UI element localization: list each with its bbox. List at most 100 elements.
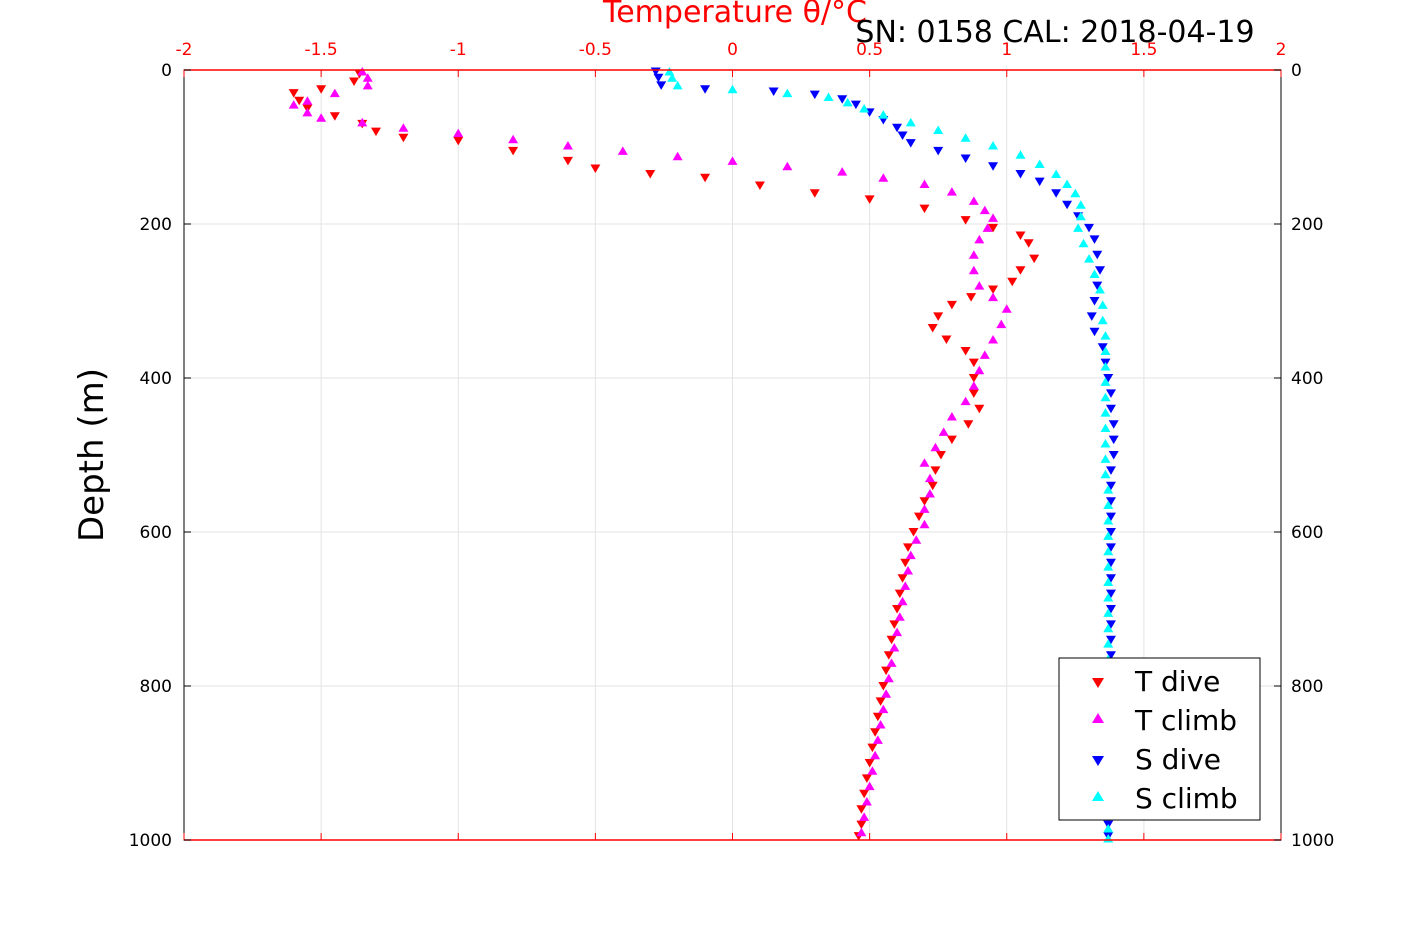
point-s-dive	[1105, 574, 1116, 583]
point-s-climb	[1103, 608, 1114, 617]
point-s-climb	[1103, 562, 1114, 571]
point-s-climb	[667, 73, 678, 82]
point-s-climb	[1103, 592, 1114, 602]
point-t-climb	[919, 504, 930, 513]
point-s-dive	[1097, 343, 1108, 352]
point-t-climb	[919, 179, 930, 188]
point-t-dive	[897, 574, 908, 583]
point-t-climb	[856, 827, 867, 837]
point-s-dive	[656, 81, 667, 90]
point-s-dive	[988, 162, 999, 171]
point-s-dive	[809, 90, 820, 100]
point-s-dive	[1108, 420, 1119, 429]
point-t-climb	[988, 292, 999, 302]
point-t-climb	[996, 319, 1007, 329]
point-t-dive	[886, 635, 897, 645]
point-s-dive	[1105, 528, 1116, 537]
point-s-climb	[1103, 515, 1114, 525]
point-s-climb	[1103, 500, 1114, 510]
point-t-climb	[329, 88, 340, 98]
point-s-climb	[1103, 639, 1114, 648]
point-s-climb	[988, 140, 999, 150]
point-t-climb	[302, 107, 313, 117]
point-t-climb	[911, 535, 922, 544]
point-t-climb	[782, 161, 793, 171]
point-s-dive	[1092, 281, 1103, 291]
point-t-climb	[288, 100, 299, 109]
point-t-dive	[919, 497, 930, 506]
point-t-dive	[968, 374, 979, 383]
point-t-dive	[946, 300, 957, 310]
point-t-climb	[872, 735, 883, 744]
point-t-dive	[861, 774, 872, 783]
point-s-dive	[1089, 297, 1100, 306]
point-t-climb	[357, 67, 368, 76]
point-t-dive	[903, 543, 914, 552]
y-tick-label-left: 1000	[129, 831, 172, 851]
point-t-climb	[979, 205, 990, 215]
point-t-dive	[294, 96, 305, 106]
point-t-climb	[938, 427, 949, 436]
point-t-climb	[960, 396, 971, 406]
x-tick-label: -2	[176, 40, 193, 60]
point-t-climb	[988, 335, 999, 344]
legend: T dive T climb S dive S climb	[1058, 657, 1261, 821]
point-t-dive	[894, 589, 905, 599]
point-t-dive	[508, 146, 519, 156]
grid	[184, 70, 1281, 840]
point-t-dive	[329, 112, 340, 121]
point-t-dive	[370, 127, 381, 137]
point-t-dive	[933, 312, 944, 321]
legend-label-t-climb: T climb	[1134, 704, 1237, 737]
point-t-dive	[316, 85, 327, 94]
point-t-climb	[988, 213, 999, 222]
legend-label-s-dive: S dive	[1135, 743, 1221, 776]
point-s-dive	[700, 85, 711, 94]
x-tick-label: -0.5	[579, 40, 612, 60]
point-s-dive	[1105, 635, 1116, 645]
point-s-climb	[1103, 485, 1114, 494]
x-tick-label: -1.5	[305, 40, 338, 60]
point-t-climb	[508, 134, 519, 144]
x-tick-label: 0	[727, 40, 738, 60]
point-t-climb	[924, 489, 935, 498]
y-tick-label-right: 0	[1291, 61, 1302, 81]
point-t-dive	[349, 77, 360, 87]
point-t-climb	[861, 797, 872, 806]
y-axis-label: Depth (m)	[72, 368, 112, 542]
point-s-dive	[1015, 169, 1026, 179]
point-t-dive	[930, 466, 941, 475]
point-t-climb	[859, 812, 870, 821]
y-tick-label-right: 600	[1291, 523, 1323, 543]
point-t-climb	[982, 223, 993, 232]
point-t-dive	[700, 173, 711, 183]
legend-box	[1058, 657, 1261, 821]
point-t-climb	[889, 643, 900, 652]
point-s-climb	[1075, 200, 1086, 209]
y-tick-label-left: 600	[140, 523, 172, 543]
point-t-dive	[974, 404, 985, 414]
point-t-climb	[1001, 304, 1012, 313]
point-t-dive	[1015, 266, 1026, 275]
point-s-dive	[1105, 389, 1116, 398]
point-s-climb	[1100, 469, 1111, 479]
point-t-dive	[908, 528, 919, 537]
point-t-climb	[924, 473, 935, 483]
legend-marker-t-climb	[1092, 713, 1104, 723]
y-tick-label-right: 200	[1291, 215, 1323, 235]
point-s-dive	[960, 154, 971, 164]
point-s-climb	[672, 80, 683, 90]
point-t-dive	[1015, 231, 1026, 241]
point-t-dive	[870, 728, 881, 737]
point-s-dive	[1108, 435, 1119, 445]
point-t-climb	[903, 566, 914, 575]
point-t-dive	[872, 712, 883, 722]
point-t-climb	[919, 519, 930, 529]
point-t-dive	[1007, 277, 1018, 287]
point-s-dive	[1089, 327, 1100, 337]
point-t-dive	[919, 204, 930, 214]
point-s-dive	[1105, 620, 1116, 629]
point-s-dive	[1105, 589, 1116, 599]
